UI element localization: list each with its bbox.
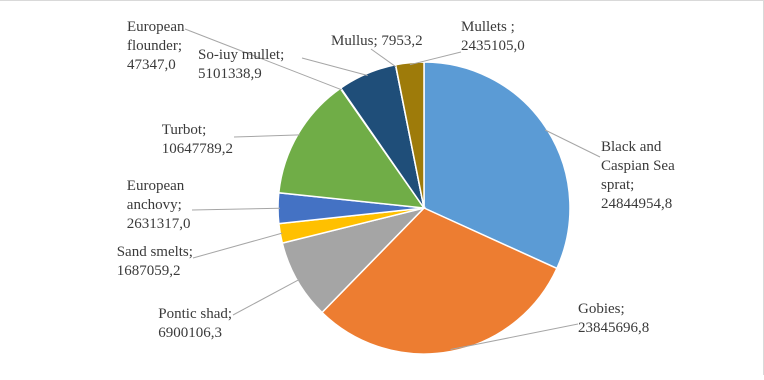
leader-line-mullus bbox=[370, 48, 397, 68]
data-labels-layer: Black and Caspian Sea sprat; 24844954,8 Gobi… bbox=[117, 19, 675, 341]
data-label-turbot: Turbot; 10647789,2 bbox=[162, 122, 233, 157]
data-label-so-iuy-mullet: So-iuy mullet; 5101338,9 bbox=[198, 47, 284, 82]
data-label-mullus: Mullus; 7953,2 bbox=[331, 33, 423, 49]
leader-line-european-flounder bbox=[184, 28, 342, 91]
pie-slice-turbot bbox=[277, 87, 426, 209]
leader-lines-layer bbox=[184, 28, 601, 350]
data-label-european-anchovy: European anchovy; 2631317,0 bbox=[127, 178, 191, 232]
data-label-black-and-caspian-sea-sprat: Black and Caspian Sea sprat; 24844954,8 bbox=[601, 139, 675, 212]
pie-slice-mullets bbox=[394, 61, 425, 209]
slices-layer bbox=[277, 61, 571, 355]
data-label-gobies: Gobies; 23845696,8 bbox=[578, 301, 649, 336]
leader-line-so-iuy-mullet bbox=[301, 57, 368, 76]
data-label-pontic-shad: Pontic shad; 6900106,3 bbox=[158, 306, 232, 341]
leader-line-turbot bbox=[233, 134, 300, 138]
data-label-european-flounder: European flounder; 47347,0 bbox=[127, 19, 185, 73]
pie-slice-black-and-caspian-sea-sprat bbox=[423, 61, 571, 270]
leader-line-sand-smelts bbox=[192, 232, 283, 259]
leader-line-gobies bbox=[450, 323, 579, 350]
leader-line-pontic-shad bbox=[232, 279, 300, 316]
leader-line-black-and-caspian-sea-sprat bbox=[544, 129, 601, 158]
data-label-mullets: Mullets ; 2435105,0 bbox=[461, 19, 525, 54]
leader-line-mullets bbox=[409, 51, 462, 66]
pie-slice-gobies bbox=[320, 207, 558, 355]
data-label-sand-smelts: Sand smelts; 1687059,2 bbox=[117, 244, 193, 279]
leader-line-european-anchovy bbox=[191, 207, 281, 211]
